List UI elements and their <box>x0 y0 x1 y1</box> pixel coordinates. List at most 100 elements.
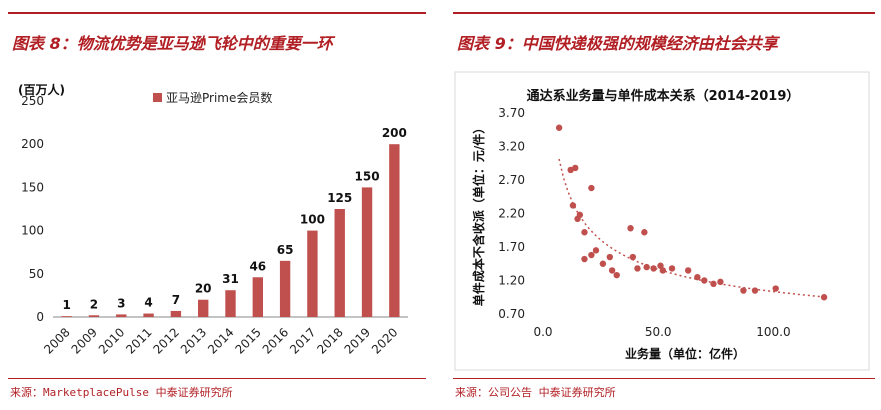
scatter-point <box>608 267 616 274</box>
y-unit-label: (百万人) <box>18 82 65 97</box>
left-panel: 图表 8：物流优势是亚马逊飞轮中的重要一环 (百万人) 亚马逊Prime会员数 0 5… <box>0 0 432 410</box>
y-tick-label: 3.20 <box>498 140 525 154</box>
x-tick-label: 2017 <box>287 325 318 356</box>
bar <box>361 187 373 317</box>
x-tick-label: 100.0 <box>756 325 790 339</box>
scatter-point <box>710 280 717 288</box>
x-tick-label: 2020 <box>369 325 400 356</box>
scatter-point <box>643 263 650 271</box>
scatter-point <box>588 251 595 259</box>
data-label: 2 <box>90 297 98 311</box>
top-rule <box>453 12 875 14</box>
scatter-point <box>613 271 620 279</box>
bar <box>88 315 100 317</box>
data-label: 20 <box>195 282 212 296</box>
x-tick-label: 2012 <box>151 325 182 356</box>
scatter-point <box>772 285 779 292</box>
scatter-point <box>701 277 708 284</box>
bottom-rule <box>453 378 875 379</box>
scatter-point <box>555 124 563 131</box>
scatter-point <box>581 229 588 236</box>
data-label: 1 <box>62 298 70 312</box>
x-tick-label: 2014 <box>205 325 236 356</box>
x-tick-label: 0.0 <box>533 325 552 339</box>
y-tick-label: 150 <box>21 180 44 194</box>
y-tick-label: 1.70 <box>498 240 525 254</box>
scatter-point <box>634 265 641 272</box>
source-note: 来源：MarketplacePulse 中泰证券研究所 <box>10 386 233 399</box>
scatter-point <box>576 211 584 219</box>
bar <box>143 313 154 317</box>
y-tick-label: 100 <box>21 224 44 238</box>
plot-frame <box>454 71 870 371</box>
data-label: 31 <box>222 272 239 286</box>
data-label: 7 <box>172 293 180 307</box>
bar <box>279 260 291 317</box>
figure-title: 图表 8：物流优势是亚马逊飞轮中的重要一环 <box>12 34 333 53</box>
scatter-point <box>751 287 759 294</box>
data-label: 46 <box>249 259 266 273</box>
scatter-point <box>659 267 667 274</box>
bar <box>389 144 400 317</box>
scatter-point <box>668 265 676 272</box>
y-tick-label: 0.70 <box>498 307 525 321</box>
top-rule <box>8 12 426 14</box>
x-tick-label: 50.0 <box>645 325 672 339</box>
bar-chart: (百万人) 亚马逊Prime会员数 0 50 100 150 200 250 1 2008 2 200… <box>18 82 408 357</box>
y-tick-label: 1.20 <box>498 274 525 288</box>
scatter-point <box>650 265 657 272</box>
y-tick-label: 0 <box>36 310 44 324</box>
scatter-point <box>740 287 747 294</box>
legend-swatch <box>153 93 162 102</box>
scatter-point <box>717 278 724 286</box>
right-panel: 图表 9：中国快递极强的规模经济由社会共享 通达系业务量与单件成本关系（2014… <box>445 0 881 410</box>
scatter-point <box>820 294 828 301</box>
x-tick-label: 2009 <box>69 325 100 356</box>
y-axis-title: 单件成本不含收派（单位：元/件） <box>471 122 486 306</box>
data-label: 200 <box>382 126 407 140</box>
bar <box>198 299 209 317</box>
figure-title: 图表 9：中国快递极强的规模经济由社会共享 <box>457 34 778 53</box>
data-label: 150 <box>355 169 380 183</box>
x-tick-label: 2016 <box>260 325 291 356</box>
bar <box>334 209 345 317</box>
scatter-point <box>627 225 634 232</box>
scatter-point <box>581 255 588 263</box>
bar <box>170 310 182 317</box>
x-tick-label: 2018 <box>314 325 345 356</box>
y-tick-label: 250 <box>21 94 44 108</box>
x-tick-label: 2015 <box>232 325 263 356</box>
data-label: 3 <box>117 296 125 310</box>
x-tick-label: 2010 <box>96 325 127 356</box>
y-tick-label: 50 <box>29 267 44 281</box>
scatter-point <box>694 273 701 281</box>
scatter-point <box>641 229 648 236</box>
data-label: 100 <box>300 213 325 227</box>
data-label: 65 <box>277 243 294 257</box>
scatter-point <box>606 253 614 261</box>
bar <box>61 316 72 317</box>
y-tick-label: 200 <box>21 137 44 151</box>
bar <box>116 314 127 317</box>
x-tick-label: 2011 <box>123 325 154 356</box>
bar <box>225 290 236 317</box>
x-tick-label: 2019 <box>342 325 373 356</box>
scatter-point <box>684 267 692 274</box>
x-axis-title: 业务量（单位：亿件） <box>625 346 745 361</box>
scatter-point <box>588 184 595 192</box>
scatter-point <box>592 247 600 254</box>
y-tick-label: 2.20 <box>498 207 525 221</box>
scatter-point <box>599 260 607 267</box>
x-tick-label: 2008 <box>41 325 72 356</box>
data-label: 4 <box>144 296 152 310</box>
scatter-point <box>629 253 637 261</box>
bar <box>252 277 263 317</box>
source-note: 来源：公司公告 中泰证券研究所 <box>455 386 616 399</box>
x-tick-label: 2013 <box>178 325 209 356</box>
data-label: 125 <box>327 191 352 205</box>
chart-title: 通达系业务量与单件成本关系（2014-2019） <box>527 88 800 104</box>
bar <box>307 230 318 317</box>
scatter-chart: 通达系业务量与单件成本关系（2014-2019） 0.70 1.20 1.70 2.20… <box>454 71 870 371</box>
bottom-rule <box>8 378 426 379</box>
y-tick-label: 2.70 <box>498 173 525 187</box>
